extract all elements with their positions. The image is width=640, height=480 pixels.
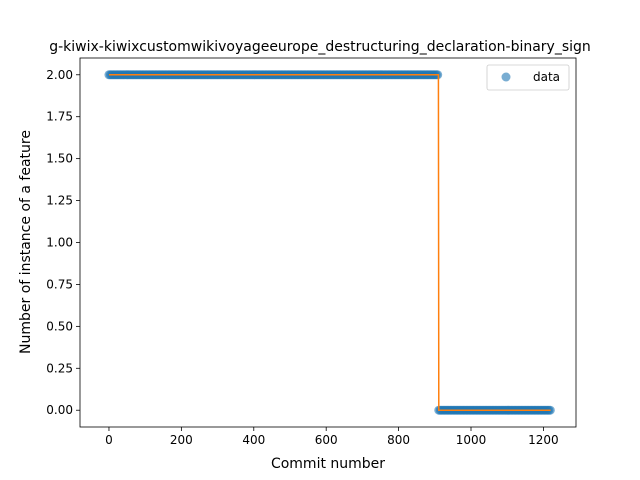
legend-marker-data: [501, 72, 511, 82]
x-tick-label: 600: [315, 433, 338, 447]
x-tick-label: 800: [387, 433, 410, 447]
series-line: [108, 74, 551, 411]
x-tick-label: 0: [105, 433, 113, 447]
y-tick-label: 1.50: [46, 152, 73, 166]
y-tick-label: 0.00: [46, 403, 73, 417]
y-tick-label: 1.75: [46, 110, 73, 124]
x-axis-label: Commit number: [271, 456, 385, 472]
x-tick-label: 400: [242, 433, 265, 447]
x-tick-label: 200: [170, 433, 193, 447]
chart-title: g-kiwix-kiwixcustomwikivoyageeurope_dest…: [49, 39, 591, 55]
y-tick-label: 0.25: [46, 361, 73, 375]
legend: data: [486, 64, 570, 91]
y-tick-label: 0.50: [46, 319, 73, 333]
y-tick-label: 2.00: [46, 68, 73, 82]
legend-box: [486, 64, 570, 91]
x-tick-label: 1000: [456, 433, 487, 447]
y-tick-label: 1.25: [46, 194, 73, 208]
x-tick-label: 1200: [528, 433, 559, 447]
y-tick-label: 0.75: [46, 277, 73, 291]
y-tick-label: 1.00: [46, 236, 73, 250]
y-axis-label: Number of instance of a feature: [18, 130, 34, 354]
legend-label-data: data: [533, 70, 560, 84]
plot-area: [104, 70, 555, 415]
axis-ticks: 0 200 400 600 800 1000 1200 0.00 0.25 0.50 0.75 1.0…: [46, 68, 558, 447]
